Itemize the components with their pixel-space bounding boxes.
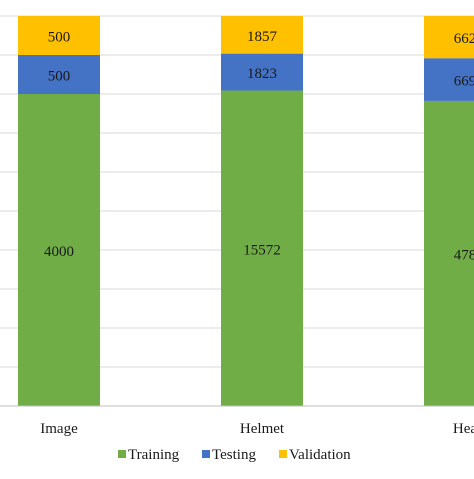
legend-item-training: Training (118, 447, 180, 463)
bar-training-image (18, 94, 100, 406)
legend: Training Testing Validation (118, 447, 351, 463)
data-labels: 4000 500 500 15572 1823 1857 478 669 662 (44, 29, 474, 264)
legend-swatch (118, 450, 126, 458)
bar-validation-image (18, 16, 100, 55)
category-label: Image (40, 421, 78, 437)
legend-label: Validation (289, 447, 351, 463)
legend-item-validation: Validation (279, 447, 351, 463)
bar-training-helmet (221, 90, 303, 406)
bar-validation-head (424, 16, 474, 59)
legend-item-testing: Testing (202, 447, 256, 463)
data-label-testing-head: 669 (454, 74, 474, 90)
category-label: Helmet (240, 421, 285, 437)
bar-validation-helmet (221, 16, 303, 54)
data-label-training-image: 4000 (44, 244, 74, 260)
legend-swatch (202, 450, 210, 458)
bar-training-head (424, 100, 474, 406)
data-label-validation-helmet: 1857 (247, 29, 278, 45)
bar-stacks (18, 16, 474, 406)
data-label-testing-helmet: 1823 (247, 66, 277, 82)
legend-label: Testing (212, 447, 256, 463)
data-label-validation-head: 662 (454, 31, 474, 47)
data-label-testing-image: 500 (48, 69, 71, 85)
bar-testing-head (424, 58, 474, 101)
category-label: Hea (453, 421, 474, 437)
legend-label: Training (128, 447, 180, 463)
data-label-validation-image: 500 (48, 30, 71, 46)
legend-swatch (279, 450, 287, 458)
data-label-training-helmet: 15572 (243, 242, 281, 258)
data-label-training-head: 478 (454, 247, 474, 263)
bar-testing-image (18, 55, 100, 94)
bar-testing-helmet (221, 53, 303, 91)
category-axis-labels: Image Helmet Hea (40, 421, 474, 437)
